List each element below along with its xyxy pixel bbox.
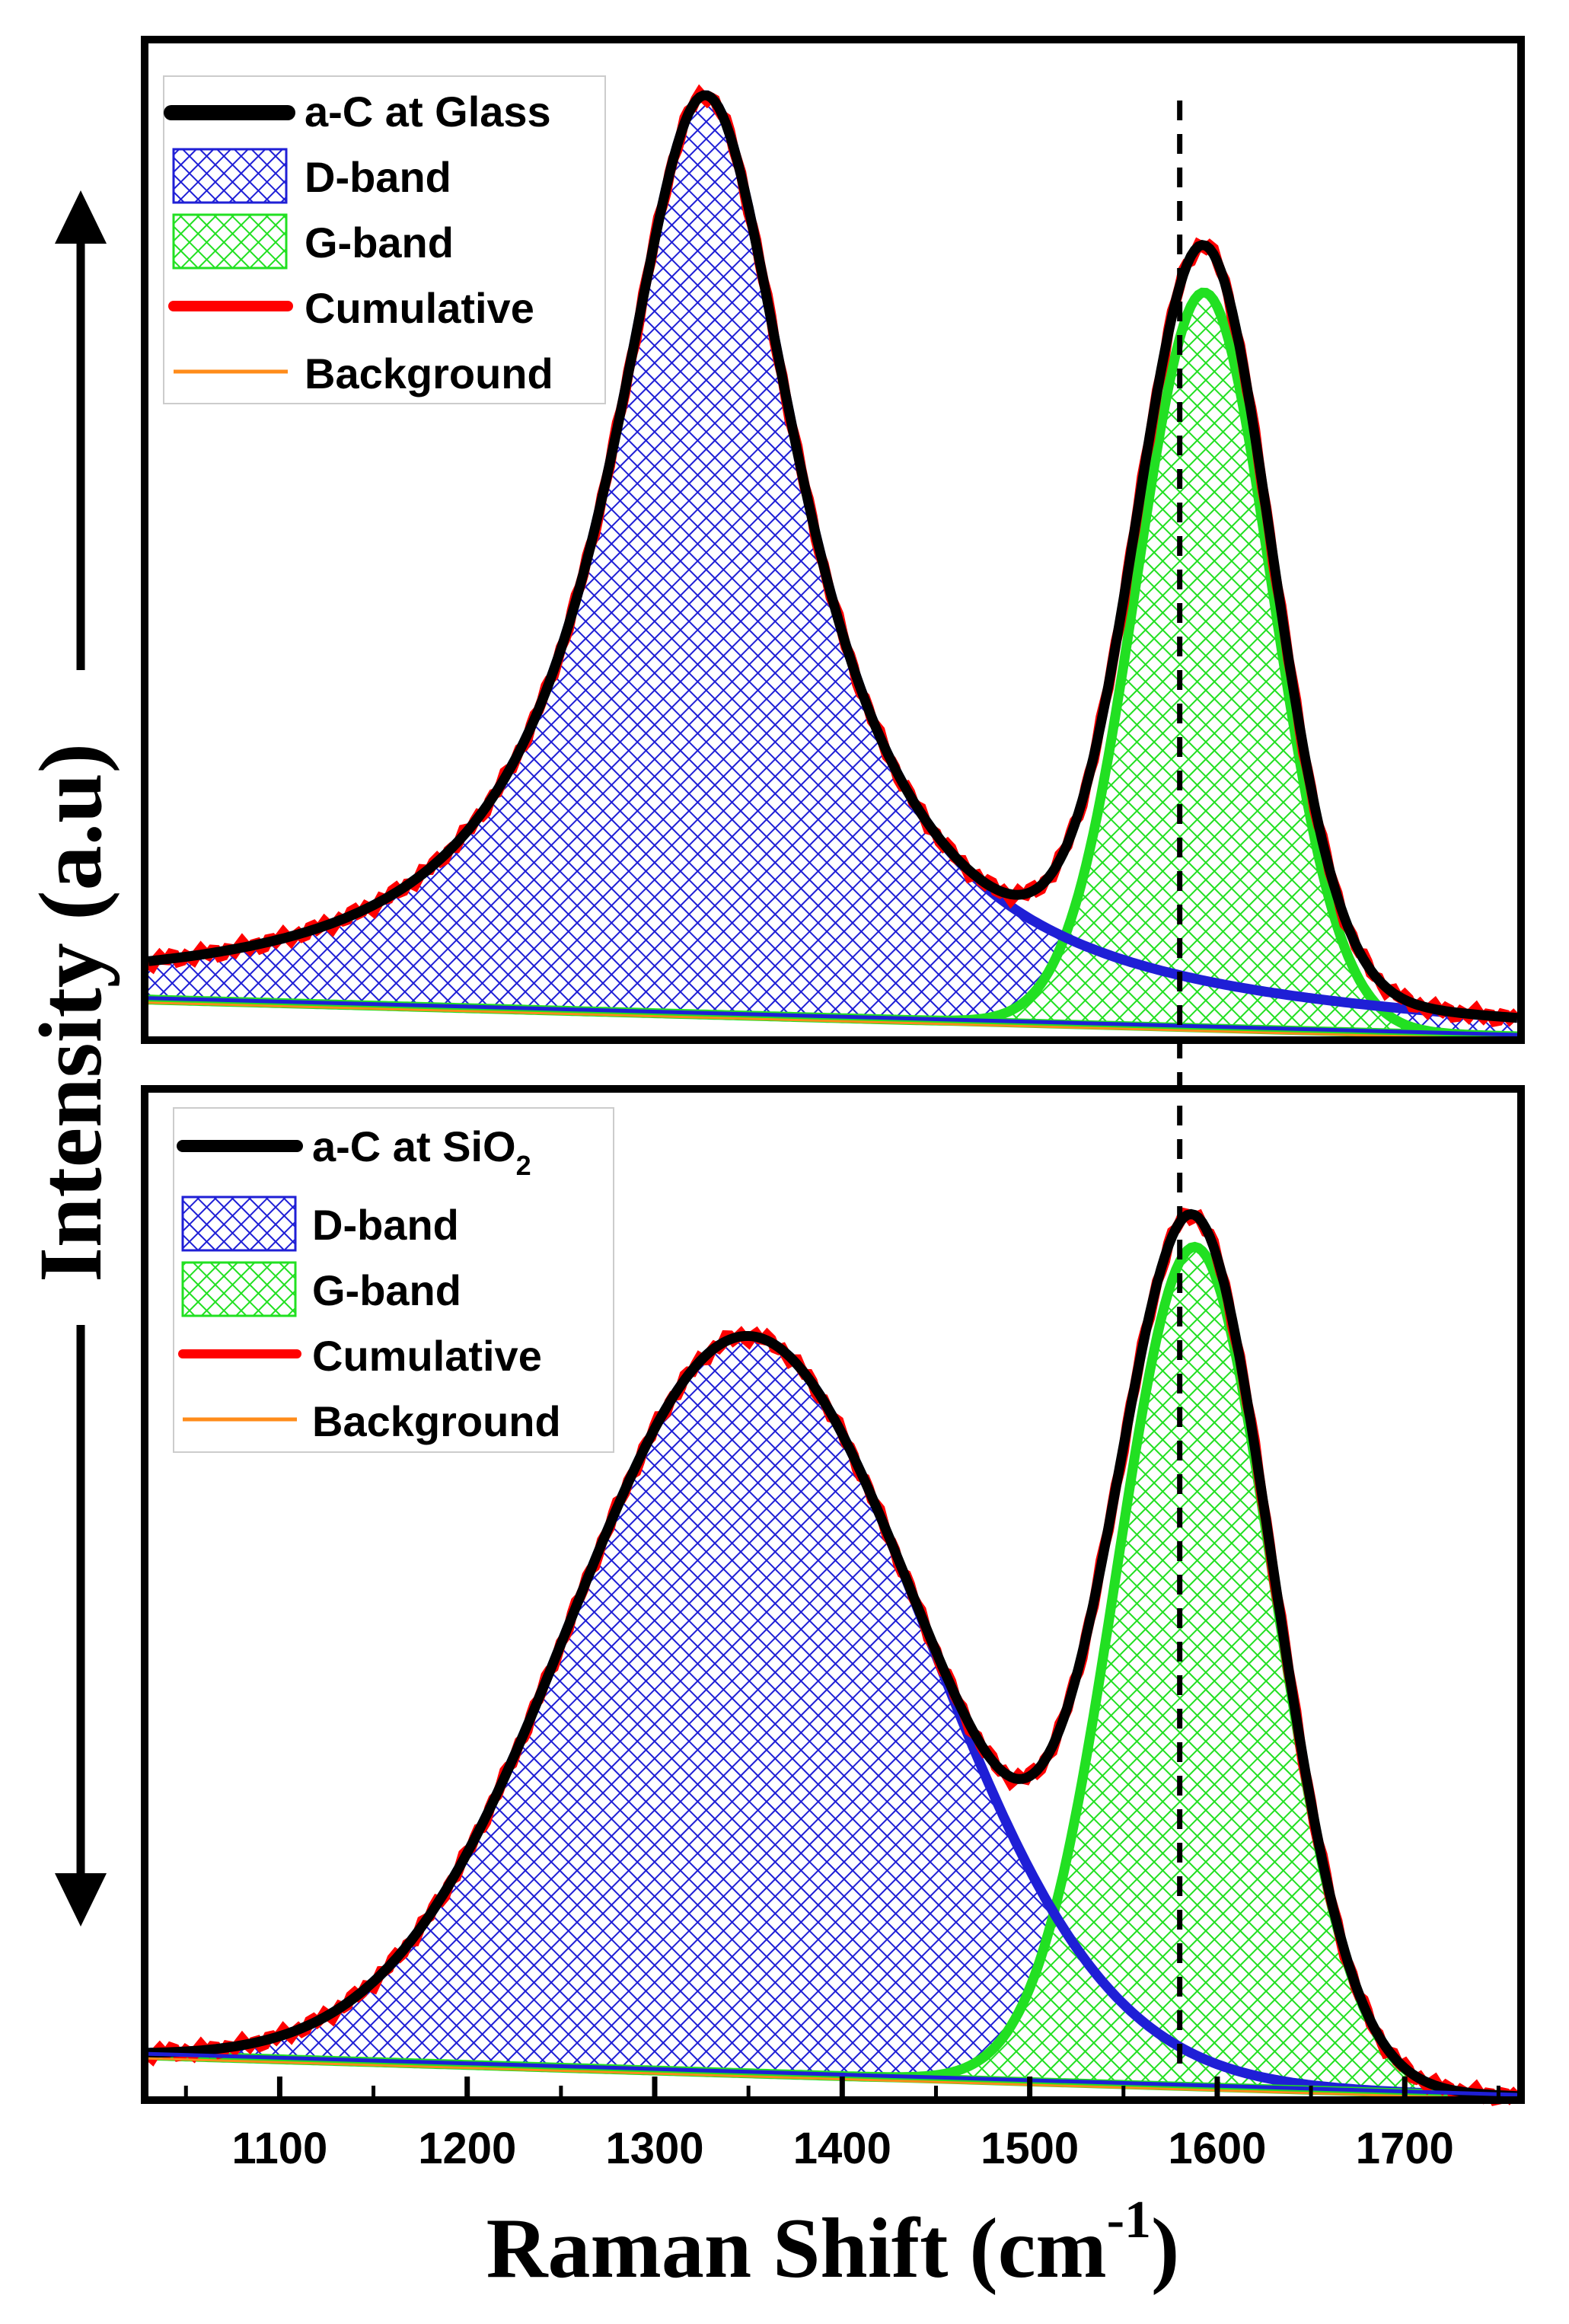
top-data-line bbox=[148, 90, 1518, 1023]
x-tick-label-1600: 1600 bbox=[1168, 2124, 1266, 2173]
bottom-data-line bbox=[148, 1208, 1518, 2102]
x-tick-label-1300: 1300 bbox=[605, 2124, 703, 2173]
bottom-background-line bbox=[148, 2057, 1518, 2101]
top-legend-d-label: D-band bbox=[305, 153, 451, 201]
bottom-legend-d-swatch bbox=[181, 1196, 297, 1252]
x-tick-label-1100: 1100 bbox=[231, 2124, 327, 2173]
top-g-band-fill bbox=[148, 292, 1517, 1036]
y-axis-arrow-up-head bbox=[55, 190, 107, 244]
x-tick-label-1700: 1700 bbox=[1356, 2124, 1454, 2173]
x-tick-label-1200: 1200 bbox=[418, 2124, 516, 2173]
x-axis-label: Raman Shift (cm-1) bbox=[486, 2191, 1180, 2296]
bottom-legend-data-label-main: a-C at SiO bbox=[312, 1122, 516, 1170]
top-background-line bbox=[148, 1001, 1518, 1041]
top-legend-bg-label: Background bbox=[305, 350, 553, 397]
bottom-legend: a-C at SiO2 D-band G-band Cumulative Bac… bbox=[173, 1107, 614, 1453]
top-legend-g-label: G-band bbox=[305, 219, 454, 267]
x-tick-label-1400: 1400 bbox=[793, 2124, 891, 2173]
top-panel-frame bbox=[141, 36, 1525, 1044]
bottom-legend-data-label-sub: 2 bbox=[516, 1150, 531, 1181]
bottom-legend-data-label: a-C at SiO2 bbox=[312, 1122, 531, 1181]
y-axis-label-group: Intensity (a.u) bbox=[21, 190, 120, 1927]
top-plot-area bbox=[145, 84, 1521, 1042]
x-tick-label-1500: 1500 bbox=[981, 2124, 1079, 2173]
top-legend: a-C at Glass D-band G-band Cumulative Ba… bbox=[163, 75, 606, 404]
top-legend-d-swatch bbox=[172, 148, 288, 204]
bottom-legend-cum-label: Cumulative bbox=[312, 1332, 542, 1380]
bottom-g-band-fill bbox=[148, 1247, 1517, 2096]
top-legend-cum-label: Cumulative bbox=[305, 284, 534, 332]
x-axis-label-close: ) bbox=[1151, 2201, 1179, 2296]
top-legend-data-label: a-C at Glass bbox=[305, 88, 551, 136]
bottom-legend-g-label: G-band bbox=[312, 1266, 461, 1314]
panel-top: a-C at Glass D-band G-band Cumulative Ba… bbox=[141, 36, 1525, 1044]
bottom-d-band-fill bbox=[148, 1336, 1517, 2096]
panel-bottom: a-C at SiO2 D-band G-band Cumulative Bac… bbox=[141, 1085, 1525, 2106]
bottom-panel-frame bbox=[141, 1085, 1525, 2104]
x-axis-label-sup: -1 bbox=[1107, 2191, 1151, 2249]
bottom-plot-area bbox=[145, 1207, 1521, 2106]
top-legend-g-swatch bbox=[172, 213, 288, 270]
y-axis-arrow-down-head bbox=[55, 1873, 107, 1927]
top-baseline-blue bbox=[148, 996, 1518, 1037]
bottom-baseline-blue bbox=[148, 2051, 1518, 2097]
bottom-legend-d-label: D-band bbox=[312, 1201, 459, 1249]
bottom-legend-g-swatch bbox=[181, 1261, 297, 1317]
x-axis-label-main: Raman Shift (cm bbox=[486, 2201, 1107, 2296]
y-axis-label: Intensity (a.u) bbox=[21, 743, 120, 1282]
bottom-legend-bg-label: Background bbox=[312, 1397, 561, 1445]
x-axis: 1100 1200 1300 1400 1500 1600 1700 bbox=[183, 2077, 1500, 2173]
